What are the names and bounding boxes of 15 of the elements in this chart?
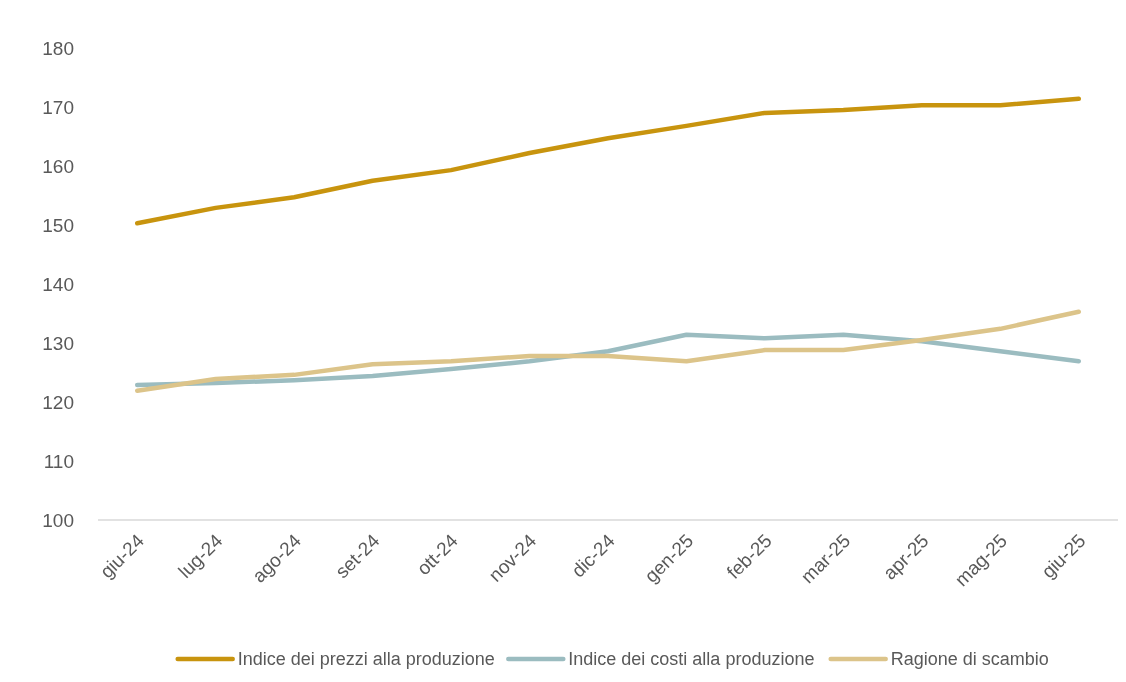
line-series [134, 332, 1082, 388]
y-tick-label: 140 [42, 273, 74, 295]
y-tick-label: 100 [42, 509, 74, 531]
y-tick-label: 160 [42, 155, 74, 177]
legend-label: Indice dei prezzi alla produzione [237, 649, 495, 670]
legend-label: Ragione di scambio [890, 649, 1049, 670]
y-tick-label: 170 [42, 96, 74, 118]
y-tick-label: 110 [43, 450, 74, 472]
y-tick-label: 130 [42, 332, 74, 354]
legend-label: Indice dei costi alla produzione [568, 649, 815, 670]
line-series [134, 96, 1082, 226]
y-tick-label: 150 [42, 214, 74, 236]
y-tick-label: 180 [42, 37, 74, 59]
y-tick-label: 120 [42, 391, 74, 413]
line-series [134, 309, 1082, 394]
